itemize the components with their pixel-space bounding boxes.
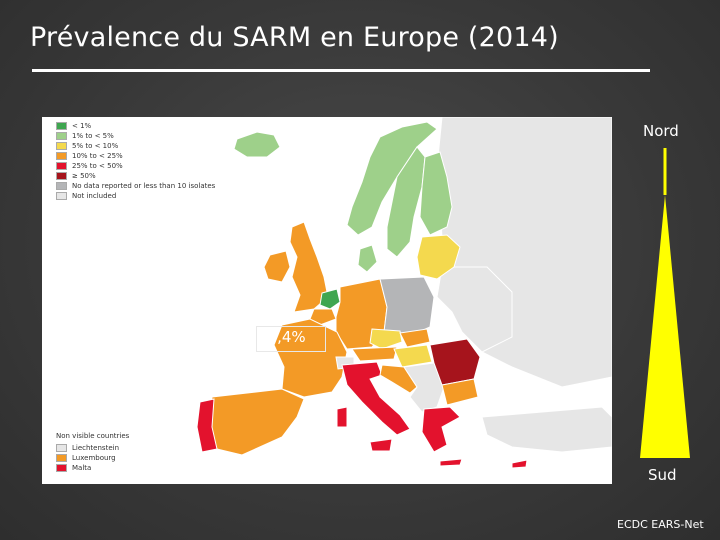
country-france: [273, 318, 348, 398]
legend-label: ≥ 50%: [72, 172, 96, 180]
triangle-shape: [640, 148, 690, 458]
legend-label: < 1%: [72, 122, 92, 130]
country-portugal: [196, 398, 218, 453]
europe-map: < 1% 1% to < 5% 5% to < 10% 10% to < 25% 25%…: [42, 117, 612, 484]
triangle-fill: [640, 195, 690, 458]
country-turkey: [481, 406, 612, 453]
legend-label: 5% to < 10%: [72, 142, 119, 150]
country-greece: [421, 406, 461, 453]
legend-item: < 1%: [56, 121, 215, 131]
country-cyprus: [511, 459, 528, 469]
country-denmark: [357, 244, 378, 273]
legend-swatch: [56, 152, 67, 160]
country-slovakia: [399, 328, 431, 348]
country-iceland: [233, 131, 281, 158]
country-czechia: [369, 328, 403, 350]
country-crete: [439, 458, 463, 467]
legend-swatch: [56, 454, 67, 462]
country-sardinia: [336, 406, 348, 428]
non-visible-item: Luxembourg: [56, 453, 129, 463]
country-ireland: [263, 250, 291, 283]
map-canvas: [42, 117, 612, 484]
source-credit: ECDC EARS-Net: [617, 518, 704, 531]
label-sud: Sud: [648, 466, 677, 484]
slide-title: Prévalence du SARM en Europe (2014): [30, 22, 559, 53]
legend-swatch: [56, 162, 67, 170]
legend-swatch: [56, 464, 67, 472]
legend-item: 5% to < 10%: [56, 141, 215, 151]
country-ukraine: [436, 266, 513, 353]
legend-swatch: [56, 142, 67, 150]
non-visible-legend: Non visible countries Liechtenstein Luxem…: [56, 432, 129, 473]
non-visible-heading: Non visible countries: [56, 432, 130, 440]
legend-item: 1% to < 5%: [56, 131, 215, 141]
country-netherlands: [319, 288, 341, 310]
legend-item: ≥ 50%: [56, 171, 215, 181]
legend-label: No data reported or less than 10 isolate…: [72, 182, 216, 190]
non-visible-label: Liechtenstein: [72, 444, 120, 452]
legend-item: 10% to < 25%: [56, 151, 215, 161]
label-nord: Nord: [643, 122, 679, 140]
country-sicily: [369, 438, 393, 452]
country-finland: [419, 151, 453, 236]
legend-swatch: [56, 122, 67, 130]
non-visible-item: Liechtenstein: [56, 443, 129, 453]
legend-label: 10% to < 25%: [72, 152, 123, 160]
non-visible-label: Malta: [72, 464, 92, 472]
legend-label: 25% to < 50%: [72, 162, 123, 170]
north-south-triangle: [620, 140, 700, 464]
country-baltics: [416, 234, 461, 280]
legend-item: No data reported or less than 10 isolate…: [56, 181, 215, 191]
country-austria: [351, 346, 398, 362]
country-sweden: [386, 146, 426, 258]
legend-item: 25% to < 50%: [56, 161, 215, 171]
title-underline: [32, 69, 650, 72]
country-bulgaria: [441, 378, 479, 406]
non-visible-label: Luxembourg: [72, 454, 116, 462]
legend-swatch: [56, 444, 67, 452]
country-hungary: [393, 344, 433, 368]
legend-swatch: [56, 182, 67, 190]
highlight-value: 17,4%: [258, 328, 306, 346]
map-legend: < 1% 1% to < 5% 5% to < 10% 10% to < 25% 25%…: [56, 121, 215, 201]
legend-swatch: [56, 192, 67, 200]
legend-item: Not included: [56, 191, 215, 201]
country-poland: [379, 276, 435, 338]
country-belgium: [309, 308, 337, 326]
highlight-box: [256, 326, 326, 352]
legend-label: 1% to < 5%: [72, 132, 114, 140]
legend-swatch: [56, 132, 67, 140]
legend-label: Not included: [72, 192, 117, 200]
legend-swatch: [56, 172, 67, 180]
non-visible-item: Malta: [56, 463, 129, 473]
